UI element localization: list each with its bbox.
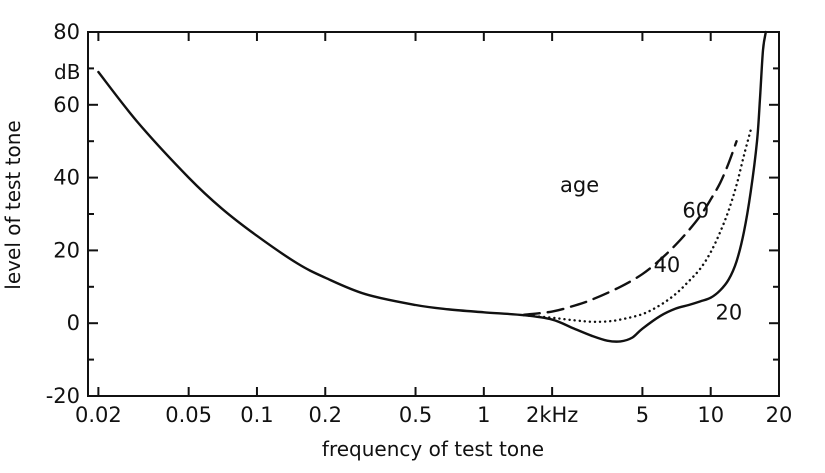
y-tick-label: 20 <box>53 238 80 262</box>
x-tick-label: 1 <box>477 403 490 427</box>
y-axis-ticks <box>88 31 779 397</box>
series-labels: 60 40 20 <box>654 198 743 324</box>
y-axis-label: level of test tone <box>1 120 25 289</box>
series-label-age-60: 60 <box>682 198 709 222</box>
y-tick-label: 0 <box>67 311 80 335</box>
x-axis-tick-labels: 0.02 0.05 0.1 0.2 0.5 1 2kHz 5 10 20 <box>75 403 792 427</box>
age-annotation: age <box>560 173 599 197</box>
x-tick-label: 5 <box>636 403 649 427</box>
x-axis-ticks <box>97 32 780 396</box>
series-line-age-40 <box>522 129 752 324</box>
x-tick-label: 10 <box>697 403 724 427</box>
x-tick-label: 0.5 <box>399 403 432 427</box>
y-axis-tick-labels: 80 60 40 20 0 -20 <box>46 20 80 408</box>
series-label-age-20: 20 <box>716 300 743 324</box>
series-label-age-40: 40 <box>654 253 681 277</box>
y-tick-label: 40 <box>53 166 80 190</box>
y-tick-label: -20 <box>46 384 80 408</box>
series-line-age-20 <box>97 30 768 343</box>
x-axis-label: frequency of test tone <box>322 437 544 461</box>
x-tick-label: 20 <box>766 403 793 427</box>
x-tick-label: 0.1 <box>240 403 273 427</box>
y-unit-label: dB <box>54 60 80 84</box>
x-tick-label: 0.2 <box>309 403 342 427</box>
x-tick-label: 2kHz <box>526 403 578 427</box>
x-tick-label: 0.02 <box>75 403 122 427</box>
series-line-age-60 <box>522 140 738 317</box>
series-group <box>97 30 768 343</box>
x-tick-label: 0.05 <box>165 403 212 427</box>
y-tick-label: 80 <box>53 20 80 44</box>
plot-frame <box>87 31 780 397</box>
y-tick-label: 60 <box>53 93 80 117</box>
